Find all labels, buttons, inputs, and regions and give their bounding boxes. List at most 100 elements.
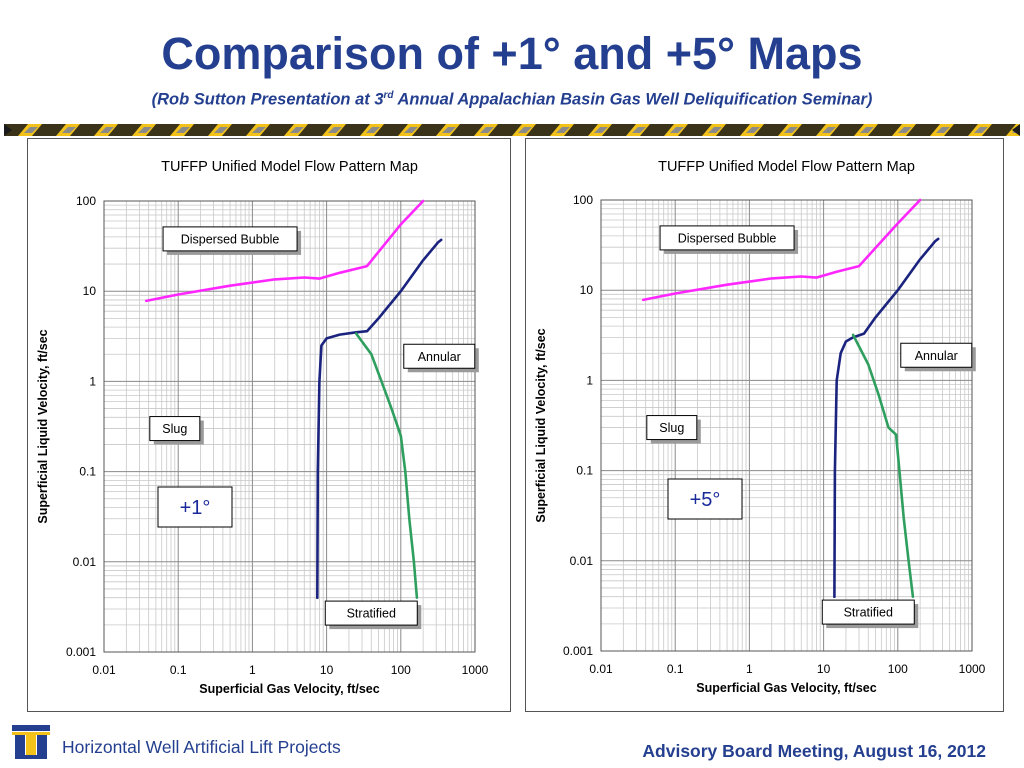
stripe-chevron bbox=[366, 127, 380, 133]
annular-boundary-line bbox=[833, 237, 940, 598]
annular-boundary-line bbox=[316, 238, 443, 599]
region-label: Stratified bbox=[821, 599, 919, 629]
region-label: Slug bbox=[646, 415, 701, 444]
x-tick-label: 0.01 bbox=[92, 663, 116, 677]
angle-annotation-box bbox=[157, 486, 233, 528]
stripe-chevron bbox=[564, 124, 598, 136]
region-label: Annular bbox=[403, 343, 479, 373]
x-tick-label: 100 bbox=[391, 663, 411, 677]
stripe-chevron bbox=[526, 124, 560, 136]
stripe-chevron bbox=[556, 127, 570, 133]
y-tick-label: 100 bbox=[76, 194, 96, 208]
stripe-chevron bbox=[214, 127, 228, 133]
y-tick-label: 100 bbox=[573, 193, 593, 207]
chart-right: TUFFP Unified Model Flow Pattern Map 0.01… bbox=[534, 159, 986, 695]
region-label-text: Stratified bbox=[844, 606, 893, 620]
y-tick-label: 0.1 bbox=[576, 464, 593, 478]
stripe-chevron bbox=[792, 124, 826, 136]
plot-border bbox=[103, 200, 476, 653]
x-axis-label: Superficial Gas Velocity, ft/sec bbox=[199, 682, 379, 696]
stripe-end bbox=[4, 124, 12, 136]
x-tick-label: 1000 bbox=[959, 662, 986, 676]
dispersed-bubble-boundary-line bbox=[641, 198, 922, 302]
region-label-box bbox=[324, 600, 418, 626]
stripe-chevron bbox=[404, 127, 418, 133]
footer-project-title: Horizontal Well Artificial Lift Projects bbox=[62, 737, 341, 757]
stripe-chevron bbox=[488, 124, 522, 136]
stripe-chevron bbox=[982, 124, 1016, 136]
stripe-chevron bbox=[100, 127, 114, 133]
chart-title: TUFFP Unified Model Flow Pattern Map bbox=[658, 159, 915, 175]
stripe-chevron bbox=[290, 127, 304, 133]
stripe-chevron bbox=[936, 127, 950, 133]
grid bbox=[103, 200, 476, 653]
chart-title: TUFFP Unified Model Flow Pattern Map bbox=[161, 159, 418, 175]
stripe-chevron bbox=[412, 124, 446, 136]
chart-left: TUFFP Unified Model Flow Pattern Map 0.01… bbox=[36, 159, 489, 696]
grid bbox=[600, 199, 973, 652]
stripe-chevron bbox=[822, 127, 836, 133]
stripe-chevron bbox=[184, 124, 218, 136]
stripe-chevron bbox=[640, 124, 674, 136]
stripe-chevron bbox=[4, 124, 28, 136]
stripe-chevron bbox=[442, 127, 456, 133]
stratified-boundary-line bbox=[851, 333, 915, 598]
plot-border bbox=[600, 199, 973, 652]
stripe-chevron bbox=[480, 127, 494, 133]
stripe-chevron bbox=[146, 124, 180, 136]
region-label-box bbox=[821, 599, 915, 625]
y-tick-label: 10 bbox=[83, 284, 97, 298]
stripe-chevron bbox=[830, 124, 864, 136]
footer-meeting-date: Advisory Board Meeting, August 16, 2012 bbox=[642, 741, 986, 761]
stripe-chevron bbox=[450, 124, 484, 136]
region-label-text: Dispersed Bubble bbox=[678, 231, 777, 245]
stripe-chevron bbox=[754, 124, 788, 136]
stripe-chevron bbox=[336, 124, 370, 136]
stripe-chevron bbox=[328, 127, 342, 133]
tu-logo-icon bbox=[12, 725, 50, 759]
x-tick-label: 10 bbox=[320, 663, 334, 677]
stripe-chevron bbox=[898, 127, 912, 133]
x-tick-label: 1 bbox=[746, 662, 753, 676]
stripe-chevron bbox=[252, 127, 266, 133]
stripe-chevron bbox=[678, 124, 712, 136]
subtitle-superscript: rd bbox=[383, 90, 394, 101]
region-label: Dispersed Bubble bbox=[659, 225, 799, 254]
region-label-box bbox=[162, 226, 298, 252]
stripe-chevron bbox=[518, 127, 532, 133]
angle-annotation-box bbox=[667, 478, 743, 520]
x-tick-label: 1000 bbox=[462, 663, 489, 677]
stripe-chevron bbox=[944, 124, 978, 136]
subtitle-text-post: Annual Appalachian Basin Gas Well Deliqu… bbox=[393, 90, 873, 109]
x-tick-label: 1 bbox=[249, 663, 256, 677]
y-tick-label: 0.1 bbox=[79, 465, 96, 479]
divider-stripe bbox=[4, 124, 1020, 136]
region-label-box bbox=[659, 225, 795, 251]
y-tick-label: 0.001 bbox=[563, 644, 593, 658]
x-tick-label: 0.1 bbox=[170, 663, 187, 677]
stripe-chevron bbox=[670, 127, 684, 133]
stripe-chevron bbox=[222, 124, 256, 136]
region-label: Dispersed Bubble bbox=[162, 226, 302, 255]
x-tick-label: 10 bbox=[817, 662, 831, 676]
region-label-box bbox=[149, 416, 201, 442]
angle-annotation-text: +1° bbox=[180, 497, 211, 519]
stripe-chevron bbox=[298, 124, 332, 136]
x-tick-label: 0.1 bbox=[667, 662, 684, 676]
y-tick-label: 10 bbox=[580, 283, 594, 297]
chart-panel-right: TUFFP Unified Model Flow Pattern Map 0.01… bbox=[525, 138, 1004, 712]
x-axis-label: Superficial Gas Velocity, ft/sec bbox=[696, 681, 876, 695]
region-label: Annular bbox=[900, 342, 976, 372]
stripe-chevron bbox=[716, 124, 750, 136]
y-tick-label: 0.001 bbox=[66, 645, 96, 659]
x-tick-label: 100 bbox=[888, 662, 908, 676]
stripe-chevron bbox=[176, 127, 190, 133]
stratified-boundary-line bbox=[354, 332, 419, 599]
region-label-box bbox=[403, 343, 476, 369]
stripe-chevron bbox=[138, 127, 152, 133]
stripe-chevron bbox=[32, 124, 66, 136]
stripe-chevron bbox=[62, 127, 76, 133]
stripe-chevron bbox=[906, 124, 940, 136]
y-axis-label: Superficial Liquid Velocity, ft/sec bbox=[36, 329, 50, 523]
x-tick-label: 0.01 bbox=[589, 662, 613, 676]
